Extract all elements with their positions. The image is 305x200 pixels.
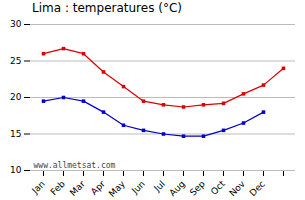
svg-text:Jul: Jul	[151, 179, 166, 194]
svg-text:Sep: Sep	[188, 179, 207, 198]
svg-text:Jun: Jun	[129, 179, 147, 197]
svg-text:Jan: Jan	[29, 179, 47, 197]
svg-text:25: 25	[10, 56, 21, 66]
svg-text:Dec: Dec	[248, 179, 267, 198]
svg-text:Oct: Oct	[209, 178, 227, 196]
svg-text:Apr: Apr	[89, 179, 107, 197]
svg-text:20: 20	[10, 92, 22, 102]
svg-text:Mar: Mar	[68, 178, 87, 197]
svg-text:May: May	[107, 178, 128, 199]
svg-text:Aug: Aug	[167, 179, 187, 199]
svg-text:30: 30	[10, 19, 22, 29]
svg-text:10: 10	[10, 165, 22, 175]
svg-text:Feb: Feb	[49, 179, 68, 198]
svg-text:www.allmetsat.com: www.allmetsat.com	[34, 161, 116, 170]
html-text:Lima : temperatures (°C): Lima : temperatures (°C)	[32, 1, 182, 15]
svg-text:15: 15	[10, 129, 21, 139]
svg-text:Nov: Nov	[227, 178, 247, 198]
